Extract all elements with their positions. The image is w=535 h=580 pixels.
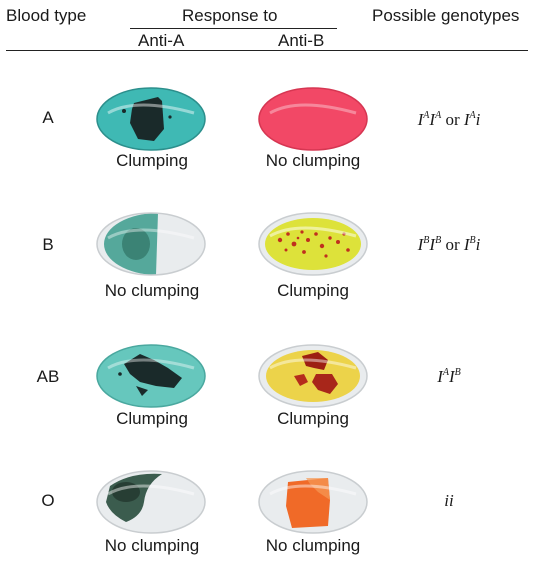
anti-a-result: Clumping	[116, 409, 188, 428]
response-to-rule	[130, 28, 337, 29]
anti-a-dish-clumping	[96, 344, 206, 408]
anti-a-result: No clumping	[104, 536, 200, 555]
blood-type-label: B	[42, 235, 54, 254]
anti-a-dish-clumping	[96, 87, 206, 151]
anti-a-header: Anti-A	[138, 31, 185, 50]
header-rule	[6, 50, 528, 51]
anti-b-result: Clumping	[277, 409, 349, 428]
anti-a-dish-no-clumping	[96, 470, 206, 534]
blood-type-header: Blood type	[6, 6, 87, 25]
anti-b-dish-no-clumping	[258, 470, 368, 534]
anti-b-result: Clumping	[277, 281, 349, 300]
blood-type-label: A	[42, 108, 54, 127]
anti-b-result: No clumping	[265, 536, 361, 555]
genotype-label: IBIB or IBi	[417, 235, 481, 254]
anti-a-result: No clumping	[104, 281, 200, 300]
genotype-label: ii	[444, 491, 454, 510]
anti-b-dish-clumping	[258, 344, 368, 408]
response-to-header: Response to	[182, 6, 278, 25]
anti-b-dish-no-clumping	[258, 87, 368, 151]
blood-type-label: O	[41, 491, 55, 510]
possible-genotypes-header: Possible genotypes	[372, 6, 520, 25]
anti-b-result: No clumping	[265, 151, 361, 170]
anti-a-dish-no-clumping	[96, 212, 206, 276]
genotype-label: IAIB	[437, 367, 461, 386]
anti-a-result: Clumping	[116, 151, 188, 170]
genotype-label: IAIA or IAi	[417, 110, 481, 129]
blood-type-label: AB	[36, 367, 60, 386]
anti-b-header: Anti-B	[278, 31, 325, 50]
anti-b-dish-clumping	[258, 212, 368, 276]
